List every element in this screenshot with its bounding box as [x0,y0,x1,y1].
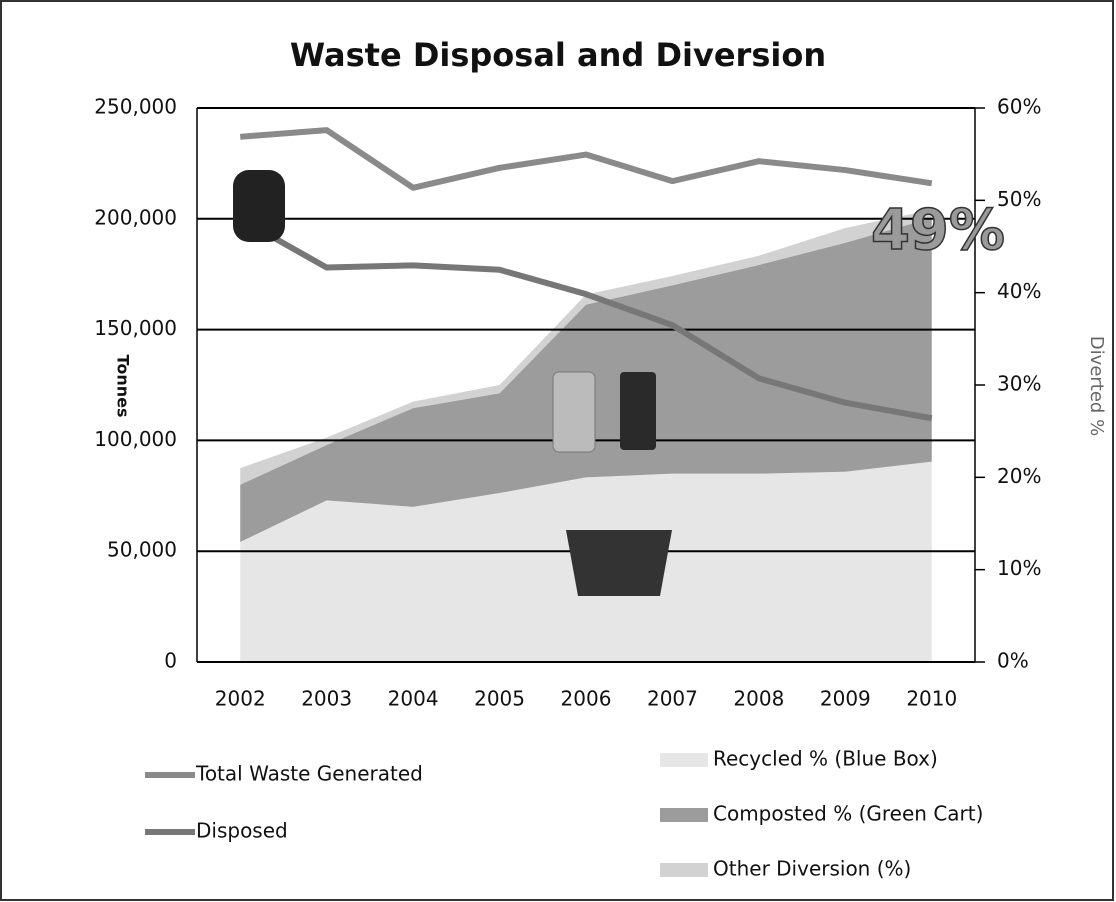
x-tick-label: 2010 [906,687,957,711]
y-tick-label: 150,000 [94,316,177,340]
x-tick-label: 2006 [561,687,612,711]
y-tick-label: 250,000 [94,95,177,119]
legend-label: Total Waste Generated [195,762,423,786]
legend-swatch [660,863,708,877]
x-tick-label: 2005 [474,687,525,711]
y2-tick-label: 10% [997,556,1041,580]
x-tick-label: 2009 [820,687,871,711]
annotation: 49% [871,198,1005,263]
chart: Waste Disposal and Diversion Tonnes Dive… [0,0,1116,902]
bag-icon [233,170,285,242]
y2-tick-label: 20% [997,464,1041,488]
y-tick-label: 200,000 [94,205,177,229]
legend-label: Recycled % (Blue Box) [713,747,938,771]
legend-label: Composted % (Green Cart) [713,802,983,826]
bin-icon [566,530,672,596]
x-tick-label: 2004 [388,687,439,711]
y-tick-label: 50,000 [107,538,177,562]
y-tick-label: 100,000 [94,427,177,451]
x-tick-label: 2008 [733,687,784,711]
y2-tick-label: 30% [997,372,1041,396]
cart-icon [620,372,656,450]
y-tick-label: 0 [164,649,177,673]
y-axis-title: Tonnes [114,355,133,418]
page: Waste Disposal and Diversion Tonnes Dive… [0,0,1116,902]
y2-tick-label: 0% [997,649,1029,673]
y2-axis-title: Diverted % [1086,336,1107,436]
y2-tick-label: 40% [997,279,1041,303]
y2-tick-label: 60% [997,95,1041,119]
legend-label: Disposed [196,819,288,843]
bag-icon [553,372,595,452]
legend-label: Other Diversion (%) [713,857,911,881]
x-tick-label: 2002 [215,687,266,711]
legend-swatch [660,753,708,767]
x-tick-label: 2003 [301,687,352,711]
legend-swatch [660,808,708,822]
x-tick-label: 2007 [647,687,698,711]
chart-title: Waste Disposal and Diversion [290,36,826,74]
